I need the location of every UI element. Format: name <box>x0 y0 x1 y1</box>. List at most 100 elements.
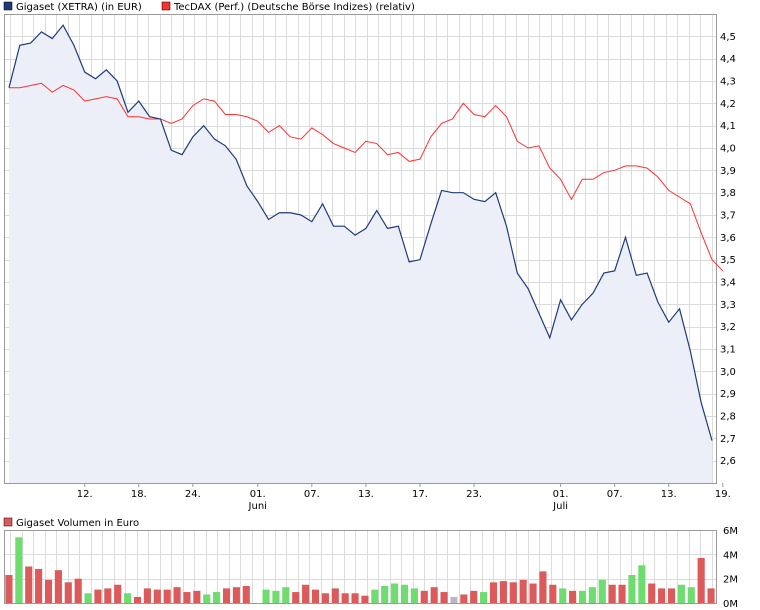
price-y-tick-label: 3,2 <box>720 322 736 333</box>
volume-bar <box>371 589 379 603</box>
volume-bar <box>400 584 409 603</box>
volume-plot-frame <box>4 530 717 604</box>
volume-bar <box>64 582 72 603</box>
price-y-tick-label: 4,3 <box>720 77 736 88</box>
volume-bar <box>15 537 23 603</box>
volume-bar <box>84 593 92 603</box>
volume-bar <box>114 584 122 603</box>
legend-label-gigaset: Gigaset (XETRA) (in EUR) <box>16 2 142 13</box>
volume-bar <box>232 587 240 603</box>
volume-bar <box>410 588 418 603</box>
volume-bar <box>321 593 329 603</box>
price-y-tick-label: 3,0 <box>720 367 736 378</box>
volume-bar <box>381 585 389 603</box>
volume-bar <box>578 590 587 603</box>
volume-bar <box>44 579 53 603</box>
price-x-tick-label: 17. <box>412 489 428 500</box>
gigaset-line <box>8 24 713 441</box>
volume-bar <box>331 588 339 603</box>
price-y-tick-label: 4,2 <box>720 99 736 110</box>
legend-swatch-gigaset <box>3 1 13 11</box>
price-y-tick-label: 4,5 <box>720 32 736 43</box>
price-legend: Gigaset (XETRA) (in EUR) TecDAX (Perf.) (… <box>3 1 415 13</box>
volume-bar <box>519 579 527 603</box>
volume-bar <box>302 584 310 603</box>
volume-bar <box>539 571 547 603</box>
volume-bar <box>203 594 211 603</box>
volume-y-axis: 6M 4M 2M 0M <box>723 526 738 610</box>
volume-bar <box>213 592 221 603</box>
price-x-tick-label: 19. <box>715 489 731 500</box>
volume-bar <box>242 585 250 603</box>
volume-bar <box>25 566 33 603</box>
volume-bar <box>430 587 438 603</box>
price-y-tick-label: 3,8 <box>720 188 736 199</box>
volume-bar <box>420 590 428 603</box>
volume-bar <box>183 592 191 603</box>
volume-bar <box>282 587 290 603</box>
volume-bar <box>440 592 448 603</box>
price-x-tick-label: 07. <box>607 489 623 500</box>
volume-bars <box>5 537 715 603</box>
volume-legend: Gigaset Volumen in Euro <box>3 517 139 529</box>
volume-bar <box>104 588 112 603</box>
price-y-tick-label: 2,8 <box>720 412 736 423</box>
price-y-tick-label: 2,7 <box>720 434 736 445</box>
volume-bar <box>470 590 478 603</box>
volume-bar <box>529 583 537 603</box>
volume-title: Gigaset Volumen in Euro <box>16 518 139 529</box>
legend-swatch-tecdax <box>161 1 171 11</box>
volume-bar <box>697 557 705 603</box>
price-x-tick-label: 23. <box>466 489 482 500</box>
price-x-tick-label: 13. <box>661 489 677 500</box>
volume-grid <box>4 530 717 604</box>
price-y-tick-label: 4,4 <box>720 54 736 65</box>
volume-bar <box>173 587 181 603</box>
price-plot-frame <box>4 14 717 484</box>
volume-bar <box>598 579 606 603</box>
volume-bar <box>460 594 468 603</box>
volume-bar <box>143 588 151 603</box>
price-x-tick-label: 07. <box>304 489 320 500</box>
volume-bar <box>658 588 666 603</box>
volume-bar <box>391 583 399 603</box>
volume-bar <box>153 589 161 603</box>
volume-bar <box>341 593 349 603</box>
price-y-tick-label: 2,9 <box>720 389 736 400</box>
price-plot <box>8 24 724 483</box>
volume-bar <box>480 592 488 603</box>
volume-bar <box>667 588 676 603</box>
volume-bar <box>193 590 201 603</box>
volume-bar <box>351 593 359 603</box>
legend-swatch-volume <box>3 517 13 527</box>
price-y-tick-label: 3,4 <box>720 278 736 289</box>
volume-bar <box>489 582 498 603</box>
volume-bar <box>648 583 656 603</box>
volume-bar <box>35 568 43 603</box>
volume-bar <box>163 589 171 603</box>
volume-bar <box>628 575 636 603</box>
volume-bar <box>707 588 715 603</box>
volume-bar <box>262 589 270 603</box>
volume-y-tick-label: 6M <box>723 526 738 537</box>
price-y-tick-label: 3,6 <box>720 233 736 244</box>
volume-bar <box>450 596 458 603</box>
volume-bar <box>94 589 102 603</box>
price-x-tick-label: 01. <box>250 489 266 500</box>
tecdax-line <box>9 82 724 272</box>
price-y-tick-label: 3,9 <box>720 166 736 177</box>
volume-bar <box>559 588 567 603</box>
price-x-tick-label: 18. <box>131 489 147 500</box>
price-x-month-label: Juli <box>552 501 568 512</box>
legend-label-tecdax: TecDAX (Perf.) (Deutsche Börse Indizes) … <box>173 2 415 13</box>
volume-bar <box>549 584 557 603</box>
volume-y-tick-label: 0M <box>723 599 738 610</box>
price-x-tick-label: 01. <box>553 489 569 500</box>
volume-bar <box>638 565 646 603</box>
volume-bar <box>124 593 132 603</box>
volume-bar <box>509 582 517 603</box>
gigaset-area <box>9 25 712 483</box>
volume-bar <box>54 570 62 603</box>
volume-bar <box>5 575 13 603</box>
